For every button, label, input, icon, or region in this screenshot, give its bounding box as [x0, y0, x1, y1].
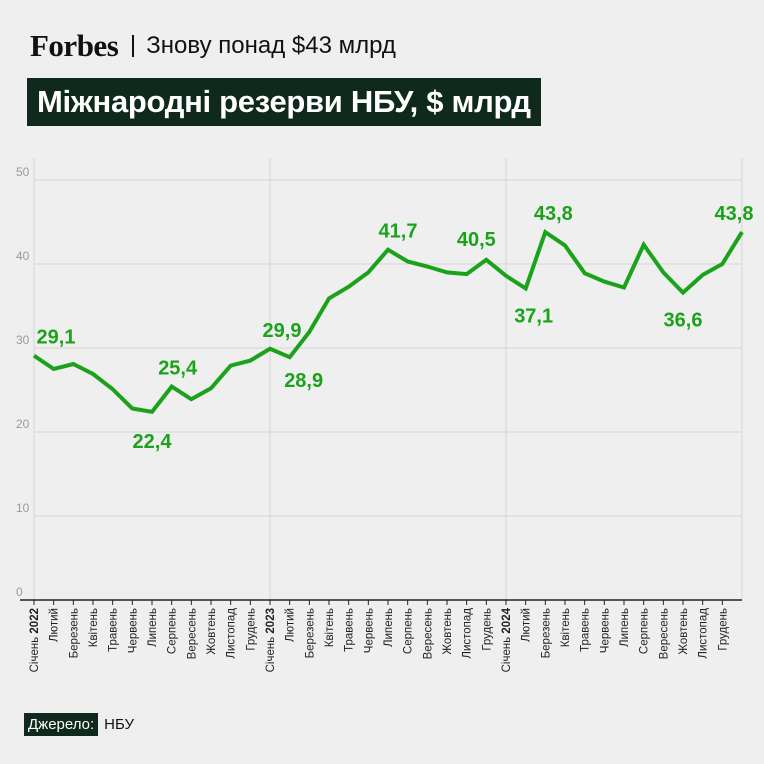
series-line: [32, 228, 744, 414]
x-tick-label: Березень: [540, 608, 552, 658]
x-tick-label: Вересень: [422, 608, 434, 659]
source-label: Джерело:: [24, 713, 99, 736]
x-tick-label: Червень: [363, 608, 375, 653]
data-label: 22,4: [133, 431, 173, 453]
header: Forbes Знову понад $43 млрд: [30, 26, 396, 66]
x-tick-label: Червень: [127, 608, 139, 653]
data-label: 28,9: [284, 370, 323, 392]
x-tick-label: Червень: [599, 608, 611, 653]
x-tick-label: Січень 2023: [265, 608, 277, 672]
x-tick-label: Серпень: [639, 608, 651, 654]
y-tick-label: 10: [16, 501, 30, 515]
x-tick-label: Жовтень: [206, 608, 218, 655]
x-tick-label: Травень: [344, 608, 356, 652]
data-label: 41,7: [379, 221, 418, 243]
x-tick-label: Липень: [147, 608, 159, 647]
brand-logo: Forbes: [30, 28, 119, 63]
x-tick-label: Серпень: [403, 608, 415, 654]
x-tick-label: Серпень: [167, 608, 179, 654]
chart-title: Міжнародні резерви НБУ, $ млрд: [27, 78, 541, 126]
x-tick-label: Січень 2024: [501, 607, 513, 672]
x-tick-label: Листопад: [226, 608, 238, 659]
header-divider: [132, 35, 135, 57]
y-tick-label: 30: [16, 333, 30, 347]
x-tick-label: Травень: [580, 608, 592, 652]
x-tick-label: Квітень: [88, 608, 100, 647]
y-tick-label: 0: [16, 585, 23, 599]
x-tick-label: Жовтень: [442, 608, 454, 655]
source-value: НБУ: [104, 716, 135, 733]
x-tick-label: Грудень: [717, 608, 729, 651]
x-tick-label: Липень: [619, 608, 631, 647]
source-note: Джерело: НБУ: [24, 713, 134, 736]
y-tick-label: 50: [16, 165, 30, 179]
data-label: 29,9: [263, 320, 302, 342]
data-label: 43,8: [534, 203, 573, 225]
x-tick-label: Вересень: [186, 608, 198, 659]
x-tick-label: Грудень: [245, 608, 257, 651]
x-tick-label: Лютий: [521, 608, 533, 642]
x-tick-label: Січень 2022: [29, 608, 41, 672]
data-label: 25,4: [158, 358, 198, 380]
x-tick-label: Квітень: [560, 608, 572, 647]
data-label: 40,5: [457, 229, 496, 251]
x-tick-label: Вересень: [658, 608, 670, 659]
y-tick-label: 20: [16, 417, 30, 431]
x-tick-label: Грудень: [481, 608, 493, 651]
x-tick-label: Лютий: [285, 608, 297, 642]
data-label: 36,6: [664, 310, 703, 332]
x-tick-label: Липень: [383, 608, 395, 647]
data-label: 43,8: [715, 203, 754, 225]
x-tick-label: Березень: [304, 608, 316, 658]
x-tick-label: Березень: [68, 608, 80, 658]
x-tick-label: Жовтень: [678, 608, 690, 655]
x-tick-label: Листопад: [462, 608, 474, 659]
x-tick-label: Травень: [108, 608, 120, 652]
data-label: 29,1: [37, 327, 76, 349]
y-tick-label: 40: [16, 249, 30, 263]
subtitle: Знову понад $43 млрд: [146, 32, 396, 59]
x-tick-label: Лютий: [49, 608, 61, 642]
data-label: 37,1: [514, 305, 553, 327]
x-tick-label: Квітень: [324, 608, 336, 647]
x-tick-label: Листопад: [698, 608, 710, 659]
